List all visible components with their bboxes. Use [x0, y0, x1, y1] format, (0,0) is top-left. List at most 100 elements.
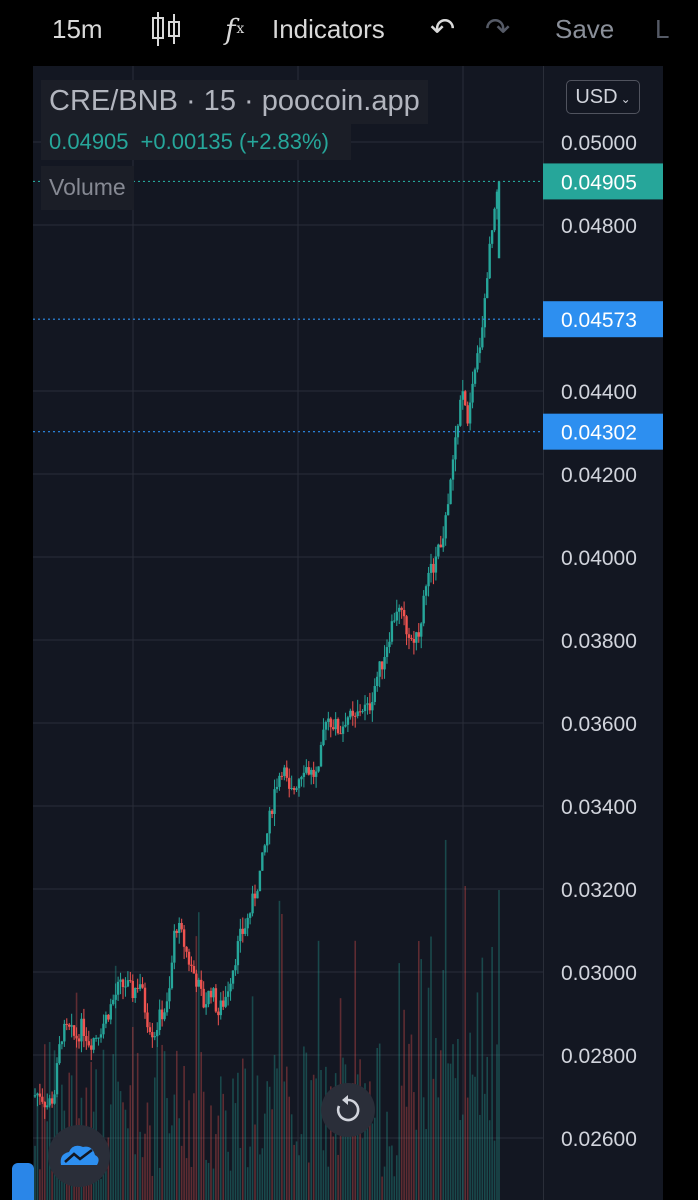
candle-body [126, 980, 130, 987]
candle-body [129, 980, 132, 982]
candle-body [429, 563, 433, 573]
volume-bar [53, 1050, 56, 1200]
candle-body [99, 1034, 103, 1038]
candle-body [371, 701, 374, 711]
undo-icon[interactable]: ↶ [430, 12, 456, 46]
candle-body [241, 928, 244, 934]
candle-body [173, 930, 176, 963]
candle-body [473, 369, 477, 384]
candlestick-icon[interactable] [150, 0, 182, 58]
volume-bar [237, 1072, 239, 1200]
candle-body [412, 639, 416, 643]
volume-bar [493, 1140, 496, 1200]
volume-bar [197, 912, 200, 1200]
volume-bar [415, 1129, 418, 1200]
candle-body [253, 893, 257, 899]
volume-bar [261, 1148, 264, 1200]
candle-body [77, 1038, 81, 1042]
price-chart[interactable]: 0.05000 0.04800 0.04400 0.04200 0.04000 0.038… [33, 66, 663, 1200]
volume-bar [317, 940, 320, 1200]
candle-body [268, 810, 271, 834]
candle-body [80, 1018, 83, 1042]
volume-bar [347, 1090, 349, 1200]
candle-body [212, 988, 215, 998]
candle-body [68, 1024, 71, 1027]
volume-bar [195, 936, 198, 1200]
y-tick-label: 0.02800 [561, 1045, 637, 1068]
candle-body [393, 620, 396, 622]
volume-bar [156, 1047, 159, 1200]
toolbar-overflow-item[interactable]: L [655, 13, 670, 44]
chart-panel[interactable] [33, 66, 663, 1200]
volume-bar [325, 1066, 327, 1200]
volume-bar [466, 1097, 469, 1200]
candle-body [165, 1001, 169, 1013]
currency-select[interactable]: USD ⌄ [566, 80, 640, 114]
volume-bar [173, 1094, 176, 1200]
candle-body [178, 923, 181, 933]
y-tick-label: 0.03200 [561, 879, 637, 902]
volume-bar [43, 1044, 46, 1200]
candle-body [92, 1038, 95, 1050]
volume-bar [210, 1105, 212, 1200]
tradingview-logo-button[interactable] [48, 1125, 110, 1187]
volume-bar [114, 965, 117, 1200]
candle-body [437, 544, 440, 557]
volume-bar [87, 1174, 90, 1200]
volume-bar [266, 1081, 269, 1200]
candle-body [112, 999, 115, 1005]
candle-body [33, 1095, 37, 1097]
volume-bar [435, 1038, 437, 1200]
candle-body [407, 634, 411, 638]
reset-chart-button[interactable] [321, 1083, 375, 1137]
price-marker-label: 0.04302 [561, 422, 637, 445]
candle-body [478, 347, 482, 354]
candle-body [356, 711, 359, 717]
volume-bar [259, 1154, 261, 1200]
volume-bar [124, 1109, 127, 1200]
candle-body [442, 538, 445, 548]
candle-body [280, 775, 284, 777]
scroll-handle[interactable] [12, 1163, 34, 1200]
y-tick-label: 0.03600 [561, 713, 637, 736]
save-button[interactable]: Save [555, 13, 615, 44]
candle-body [388, 641, 391, 648]
redo-icon[interactable]: ↷ [485, 12, 511, 46]
volume-bar [256, 1075, 259, 1200]
volume-bar [457, 1038, 459, 1200]
indicators-button[interactable]: Indicators [272, 13, 385, 44]
volume-bar [168, 1133, 171, 1200]
volume-bar [217, 1115, 220, 1200]
volume-bar [39, 1169, 41, 1200]
volume-bar [337, 1154, 339, 1200]
volume-bar [356, 1074, 359, 1200]
candle-body [275, 786, 279, 790]
candle-body [283, 767, 286, 776]
candle-body [395, 611, 398, 621]
volume-bar [183, 1065, 185, 1200]
candle-body [222, 1000, 225, 1007]
currency-label: USD [575, 86, 618, 108]
volume-bar [320, 1069, 322, 1200]
candle-body [116, 981, 120, 995]
interval-button[interactable]: 15m [52, 13, 103, 44]
volume-bar [146, 1102, 149, 1200]
volume-bar [180, 1145, 183, 1200]
volume-bar [476, 992, 479, 1200]
candle-body [400, 607, 403, 610]
volume-bar [454, 1078, 457, 1200]
volume-bar [112, 1054, 115, 1200]
candle-body [63, 1023, 66, 1042]
candle-body [109, 1004, 112, 1020]
volume-bar [46, 1121, 49, 1200]
volume-bar [281, 913, 283, 1200]
candle-body [322, 729, 325, 745]
volume-bar [444, 839, 447, 1200]
candle-body [55, 1063, 59, 1095]
candle-body [432, 563, 435, 573]
candle-body [75, 1035, 78, 1039]
candle-body [297, 779, 301, 789]
candle-body [300, 776, 303, 780]
